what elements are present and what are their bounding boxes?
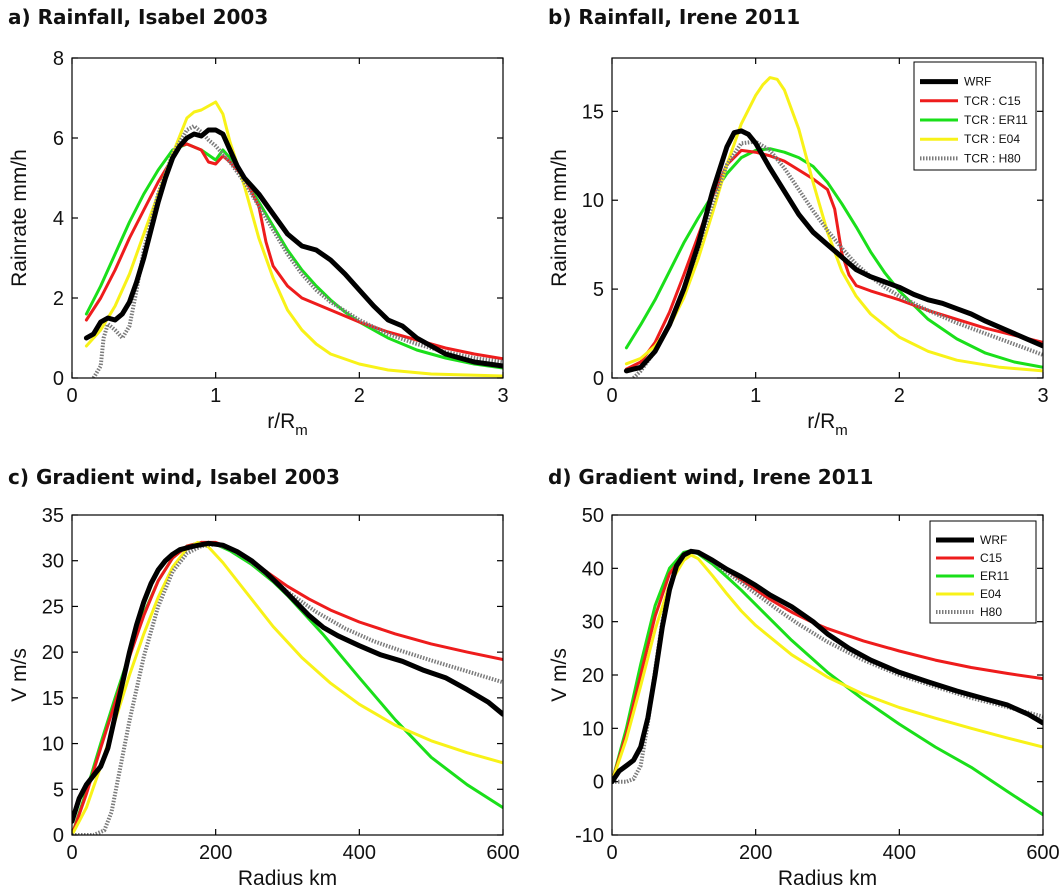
x-tick-label: 2 [354,385,365,407]
x-tick-label: 0 [606,385,617,407]
series-line-e04 [612,553,1043,784]
y-tick-label: 40 [582,558,604,580]
x-tick-label: 1 [750,385,761,407]
legend: WRF TCR : C15 TCR : ER11 TCR : E04 TCR : H80 [913,61,1037,171]
y-tick-label: 30 [582,612,604,634]
y-tick-label: 2 [53,288,64,310]
series-group [83,100,503,378]
y-axis-label: V m/s [548,648,571,702]
series-line-wrf [612,548,1043,785]
x-tick-label: 400 [343,842,376,864]
y-tick-label: 15 [582,101,604,123]
x-axis-label-main: r/R [807,410,835,433]
y-tick-label: 35 [42,505,64,527]
series-line-c15 [72,540,503,835]
series-group [623,76,1043,378]
y-axis-label: Rainrate mm/h [548,149,571,287]
panel-title: c) Gradient wind, Isabel 2003 [8,465,340,489]
panel-title: d) Gradient wind, Irene 2011 [548,465,873,489]
y-axis-label: V m/s [8,648,31,702]
panel-c: c) Gradient wind, Isabel 2003 0 200 400 600 0… [8,465,520,890]
legend: WRF C15 ER11 E04 H80 [929,520,1037,624]
y-tick-label: 15 [42,688,64,710]
x-axis-label-main: Radius km [778,867,877,890]
legend-label-c15: TCR : C15 [964,94,1021,108]
legend-label-e04: TCR : E04 [964,132,1020,146]
panel-title: b) Rainfall, Irene 2011 [548,5,800,29]
x-axis-label: Radius km [238,867,337,890]
y-tick-label: 5 [53,779,64,801]
legend-label-h80: H80 [980,605,1002,619]
x-tick-label: 3 [497,385,508,407]
y-tick-label: 30 [42,551,64,573]
panel-title: a) Rainfall, Isabel 2003 [8,5,268,29]
series-line-e04 [624,76,1043,373]
y-tick-label: 8 [53,48,64,70]
y-tick-label: 4 [53,208,64,230]
series-group [72,540,503,835]
x-tick-label: 2 [894,385,905,407]
series-line-er11 [624,147,1043,369]
y-tick-label: 5 [593,279,604,301]
x-tick-label: 400 [883,842,916,864]
legend-label-c15: C15 [980,551,1002,565]
series-line-wrf [72,540,503,824]
y-tick-label: 0 [53,368,64,390]
legend-label-er11: TCR : ER11 [964,113,1028,127]
y-axis-label: Rainrate mm/h [8,149,31,287]
x-axis-label: Radius km [778,867,877,890]
x-tick-label: 600 [486,842,519,864]
y-tick-label: 20 [582,665,604,687]
x-tick-label: 3 [1037,385,1048,407]
panel-a: a) Rainfall, Isabel 2003 0 1 2 3 0 2 4 6 8 r/Rm Rai… [8,5,509,439]
series-line-er11 [612,549,1043,817]
y-tick-label: 20 [42,642,64,664]
x-tick-label: 200 [199,842,232,864]
y-tick-label: 25 [42,596,64,618]
axes-frame [71,514,504,836]
series-group [612,548,1043,817]
y-tick-label: 0 [593,368,604,390]
legend-label-er11: ER11 [980,569,1009,583]
x-tick-label: 1 [210,385,221,407]
y-tick-label: 10 [582,718,604,740]
x-axis-label-subscript: m [295,422,308,439]
legend-label-wrf: WRF [964,75,991,89]
axes-frame [611,57,1044,379]
series-line-e04 [84,100,503,378]
series-line-wrf [83,127,503,369]
x-axis-label-subscript: m [835,422,848,439]
y-tick-label: 6 [53,128,64,150]
series-line-c15 [612,549,1043,784]
series-line-h80 [91,124,503,378]
x-axis-label-main: Radius km [238,867,337,890]
panel-b: b) Rainfall, Irene 2011 0 1 2 3 0 5 10 15 r/Rm Rai… [548,5,1049,439]
y-tick-label: 10 [582,190,604,212]
series-line-wrf [623,128,1043,374]
x-tick-label: 0 [66,385,77,407]
legend-label-e04: E04 [980,587,1002,601]
series-line-c15 [624,148,1043,371]
y-tick-label: -10 [575,825,604,847]
x-tick-label: 0 [66,842,77,864]
x-tick-label: 600 [1026,842,1059,864]
y-tick-label: 0 [53,825,64,847]
x-axis-label-main: r/R [267,410,295,433]
x-axis-label: r/Rm [807,410,848,439]
axes-frame [71,57,504,379]
y-tick-label: 0 [593,772,604,794]
legend-label-wrf: WRF [980,533,1007,547]
series-line-h80 [72,542,503,835]
x-axis-label: r/Rm [267,410,308,439]
x-tick-label: 0 [606,842,617,864]
legend-label-h80: TCR : H80 [964,151,1021,165]
y-tick-label: 50 [582,505,604,527]
x-tick-label: 200 [739,842,772,864]
y-tick-label: 10 [42,734,64,756]
series-line-c15 [84,142,503,361]
series-line-er11 [84,142,503,370]
